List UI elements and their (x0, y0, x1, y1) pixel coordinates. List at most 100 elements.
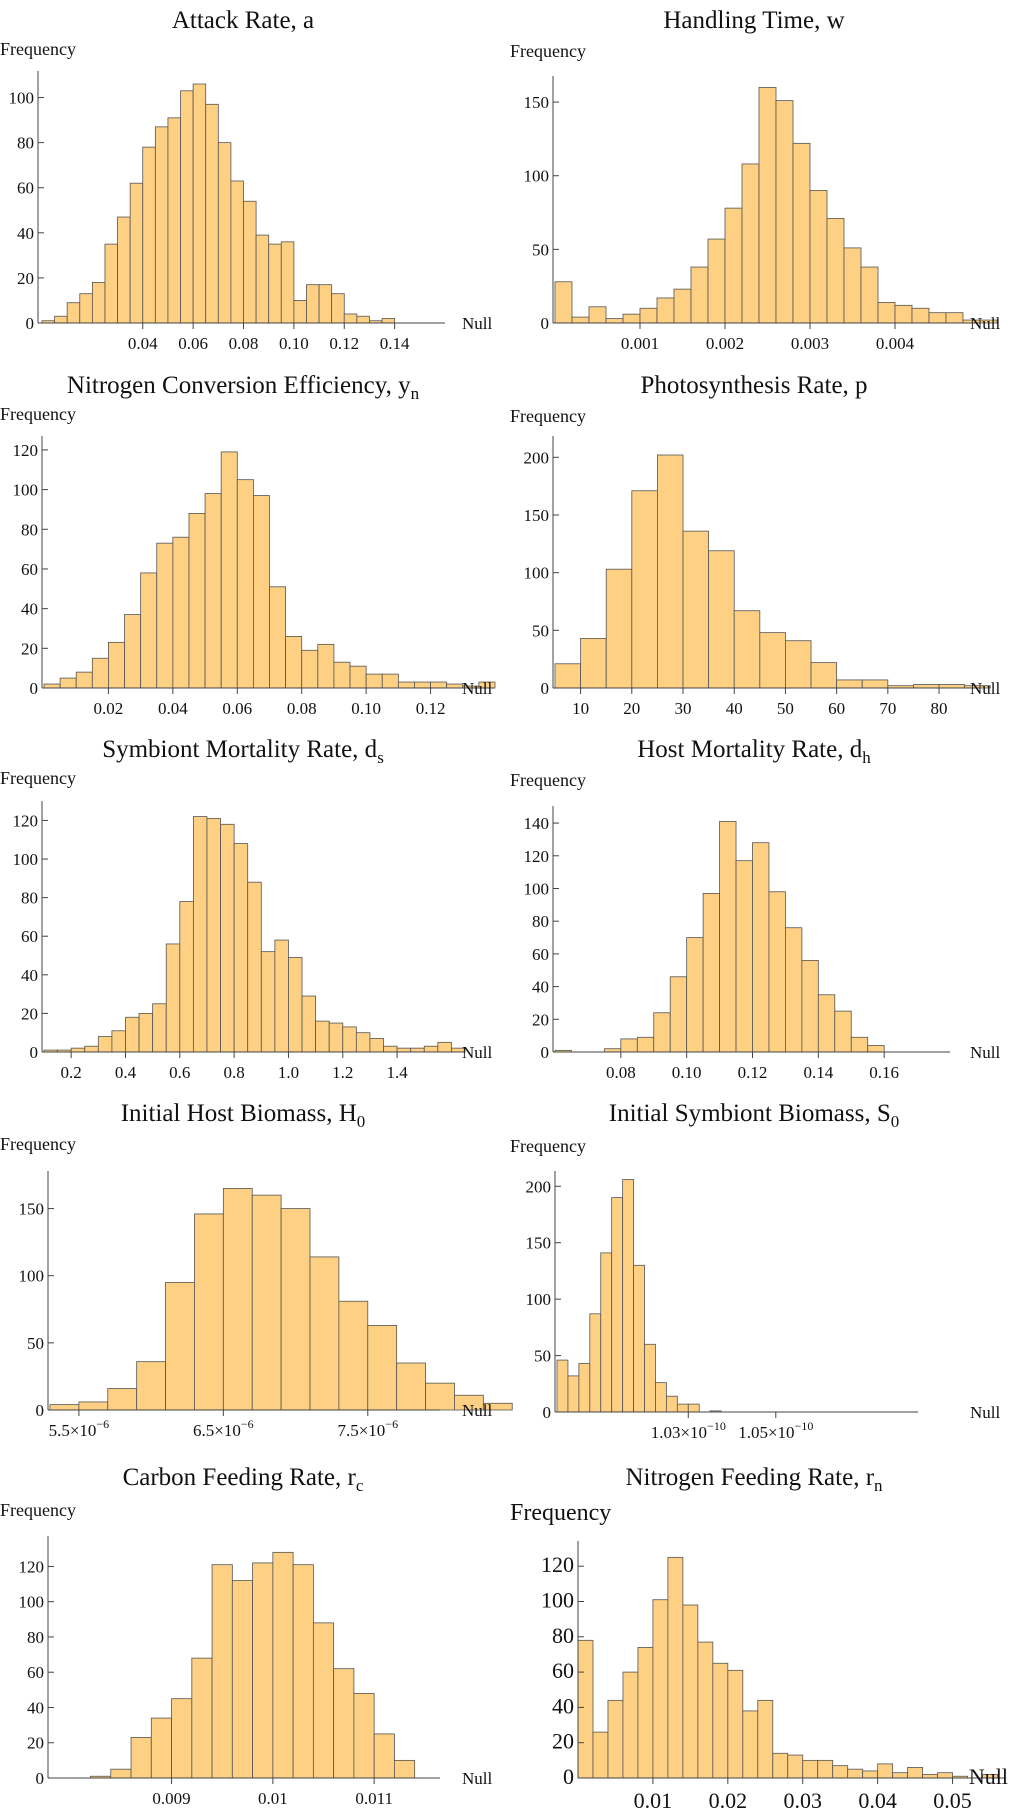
x-tick-label: 0.011 (355, 1789, 393, 1808)
y-tick-label: 0 (30, 679, 39, 698)
chart-title: Nitrogen Feeding Rate, rn (625, 1464, 883, 1495)
y-axis-label: Frequency (0, 1134, 76, 1154)
histogram-panel-9: Carbon Feeding Rate, rc Frequency 0 20 40 60 8… (0, 1464, 493, 1808)
y-tick-label: 200 (526, 1177, 552, 1196)
histogram-bar (605, 568, 633, 689)
histogram-bar (437, 1041, 452, 1053)
histogram-bar (172, 536, 190, 689)
chart-title: Host Mortality Rate, dh (637, 736, 871, 767)
x-tick-label: 80 (931, 699, 948, 718)
x-tick-label: 0.10 (351, 699, 381, 718)
histogram-bar (752, 842, 770, 1053)
histogram-bar (396, 1362, 426, 1411)
histogram-bar (423, 1045, 439, 1053)
y-tick-label: 60 (21, 927, 38, 946)
histogram-bar (817, 1759, 834, 1779)
histogram-bar (892, 1772, 909, 1779)
histogram-bar (293, 300, 307, 324)
histogram-panel-10: Nitrogen Feeding Rate, rn Frequency 0 20 40 6… (510, 1464, 1008, 1813)
histogram-bar (772, 1752, 789, 1779)
y-tick-label: 140 (524, 814, 550, 833)
histogram-bar (349, 665, 367, 689)
x-axis-label: Null (462, 1043, 493, 1062)
histogram-bar (785, 640, 812, 689)
histogram-bar (697, 1641, 714, 1779)
y-axis-label: Frequency (0, 768, 76, 788)
x-tick-label: 0.10 (672, 1063, 702, 1082)
histogram-bar (702, 892, 720, 1053)
histogram-panel-1: Attack Rate, a Frequency 0 20 40 60 80 100 0.04 0… (0, 7, 493, 353)
y-tick-label: 50 (534, 1347, 551, 1366)
y-tick-label: 0 (26, 314, 35, 333)
histogram-bar (373, 1733, 395, 1779)
histogram-bar (104, 243, 118, 324)
histogram-bar (482, 1402, 513, 1411)
histogram-bar (665, 1395, 678, 1413)
histogram-bar (97, 1036, 113, 1053)
x-tick-label: 10 (572, 699, 589, 718)
histogram-bar (724, 207, 743, 324)
histogram-bar (907, 1767, 923, 1779)
x-tick-label: 0.02 (709, 1788, 748, 1813)
y-tick-label: 60 (27, 1663, 44, 1682)
y-tick-label: 60 (17, 179, 34, 198)
x-axis-label: Null (970, 1403, 1001, 1422)
y-tick-label: 20 (21, 1004, 38, 1023)
histogram-bar (911, 307, 930, 324)
histogram-bar (657, 454, 684, 689)
histogram-bar (768, 891, 786, 1053)
histogram-bar (154, 126, 169, 324)
histogram-bar (301, 649, 319, 689)
histogram-bar (236, 479, 254, 689)
histogram-bar (383, 1045, 398, 1053)
y-tick-label: 120 (524, 847, 550, 866)
y-tick-label: 0 (563, 1764, 574, 1789)
x-tick-label: 0.08 (229, 334, 259, 353)
x-tick-label: 0.12 (738, 1063, 768, 1082)
histogram-bar (741, 163, 760, 324)
histogram-bar (580, 638, 607, 689)
histogram-bar (315, 1020, 330, 1053)
y-tick-label: 100 (13, 481, 39, 500)
histogram-bar (945, 312, 964, 324)
histogram-bar (194, 1213, 224, 1411)
y-tick-label: 100 (526, 1290, 552, 1309)
x-tick-label: 0.001 (621, 334, 659, 353)
x-tick-label: 0.14 (803, 1063, 833, 1082)
histogram-bar (333, 1668, 355, 1779)
histogram-bar (775, 100, 794, 324)
x-tick-label: 30 (675, 699, 692, 718)
histogram-panel-4: Photosynthesis Rate, p Frequency 0 50 100 150… (510, 372, 1001, 718)
x-axis-label: Null (970, 1043, 1001, 1062)
chart-title: Symbiont Mortality Rate, ds (102, 736, 384, 767)
histogram-panel-3: Nitrogen Conversion Efficiency, ynFreque… (0, 372, 496, 718)
y-axis-label: Frequency (510, 41, 586, 61)
histogram-bar (836, 679, 863, 689)
histogram-bar (301, 995, 317, 1053)
histogram-bar (110, 1768, 132, 1779)
y-tick-label: 50 (532, 621, 549, 640)
histogram-bar (802, 1759, 819, 1779)
histogram-bar (682, 530, 710, 689)
histogram-bar (165, 1282, 195, 1411)
x-tick-label: 1.03×10−10 (651, 1419, 726, 1442)
histogram-bar (280, 241, 295, 324)
x-tick-label: 7.5×10−6 (337, 1417, 398, 1440)
histogram-bar (285, 636, 303, 689)
histogram-bar (355, 1032, 371, 1053)
histogram-bar (922, 1774, 938, 1779)
x-tick-label: 6.5×10−6 (193, 1417, 254, 1440)
histogram-bar (792, 142, 811, 324)
y-tick-label: 80 (17, 134, 34, 153)
histogram-bar (292, 1564, 314, 1779)
histogram-bar (179, 901, 194, 1053)
y-tick-label: 20 (17, 269, 34, 288)
y-tick-label: 20 (27, 1734, 44, 1753)
histogram-bar (309, 1256, 340, 1411)
y-tick-label: 150 (524, 93, 550, 112)
histogram-bar (78, 1401, 109, 1411)
x-tick-label: 0.12 (416, 699, 446, 718)
histogram-bar (785, 927, 803, 1053)
y-tick-label: 100 (19, 1593, 45, 1612)
histogram-bar (577, 1639, 594, 1779)
